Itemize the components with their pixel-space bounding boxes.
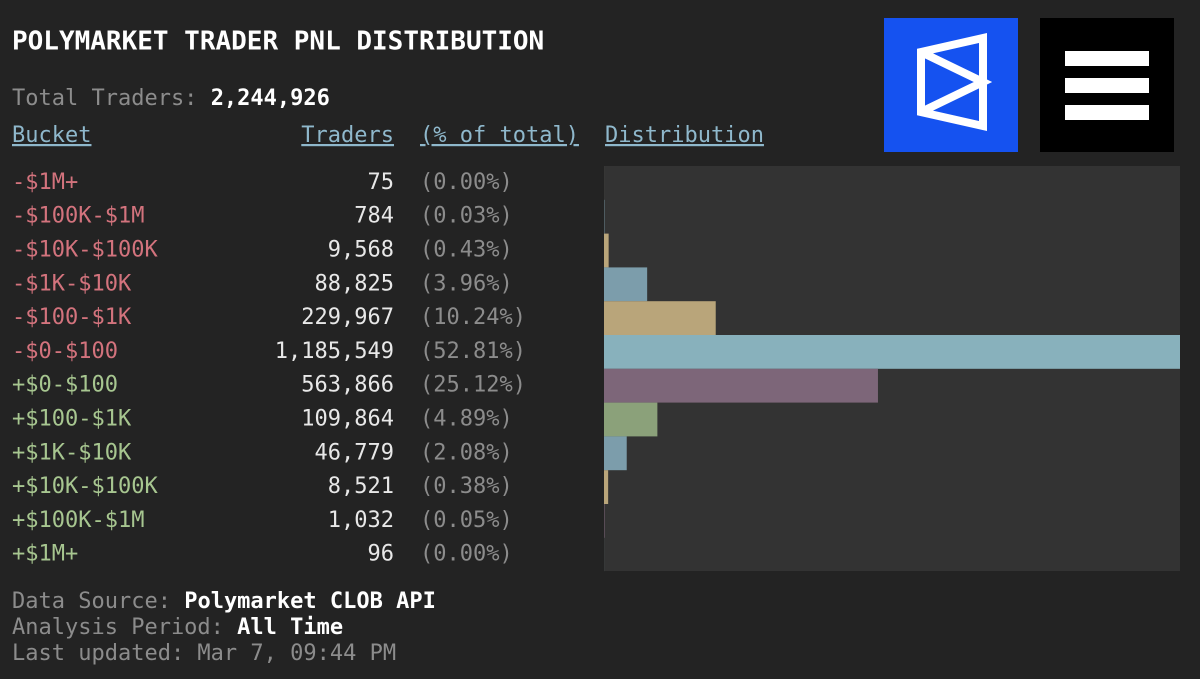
logo-black xyxy=(1040,18,1174,152)
percent-label: (0.00%) xyxy=(420,542,513,567)
percent-label: (3.96%) xyxy=(420,271,513,296)
bar xyxy=(604,436,627,471)
footer-period: Analysis Period: All Time xyxy=(12,615,343,640)
trader-count: 88,825 xyxy=(315,271,394,296)
trader-count: 563,866 xyxy=(301,373,394,398)
trader-count: 96 xyxy=(368,542,395,567)
trader-count: 109,864 xyxy=(301,407,394,432)
bucket-label: -$100K-$1M xyxy=(12,204,144,229)
percent-label: (52.81%) xyxy=(420,339,526,364)
trader-count: 1,032 xyxy=(328,508,394,533)
trader-count: 229,967 xyxy=(301,305,394,330)
bar xyxy=(604,504,605,538)
bar xyxy=(604,335,1180,369)
trader-count: 8,521 xyxy=(328,474,394,499)
bar xyxy=(604,402,658,437)
logo-bar xyxy=(1065,78,1149,93)
total-value: 2,244,926 xyxy=(211,86,330,111)
bucket-label: +$10K-$100K xyxy=(12,474,158,499)
bucket-label: -$100-$1K xyxy=(12,305,132,330)
footer-updated: Last updated: Mar 7, 09:44 PM xyxy=(12,641,396,666)
percent-label: (2.08%) xyxy=(420,440,513,465)
bucket-label: +$1M+ xyxy=(12,542,78,567)
bucket-label: +$100-$1K xyxy=(12,407,132,432)
bar xyxy=(604,470,609,504)
percent-label: (0.05%) xyxy=(420,508,513,533)
column-header: (% of total) xyxy=(420,123,579,148)
label: Data Source: xyxy=(12,589,171,614)
trader-count: 9,568 xyxy=(328,238,394,263)
total-line: Total Traders: 2,244,926 xyxy=(12,86,330,111)
footer-source: Data Source: Polymarket CLOB API xyxy=(12,589,436,614)
bar xyxy=(604,233,609,268)
percent-label: (0.00%) xyxy=(420,170,513,195)
column-header: Traders xyxy=(301,123,394,148)
percent-label: (0.38%) xyxy=(420,474,513,499)
logo-bar xyxy=(1065,105,1149,120)
value: Polymarket CLOB API xyxy=(184,589,436,614)
column-header: Distribution xyxy=(605,123,764,148)
trader-count: 1,185,549 xyxy=(275,339,394,364)
bucket-label: -$0-$100 xyxy=(12,339,118,364)
bucket-label: +$1K-$10K xyxy=(12,440,132,465)
logo-background xyxy=(884,18,1018,152)
trader-count: 75 xyxy=(368,170,395,195)
percent-label: (0.03%) xyxy=(420,204,513,229)
column-header: Bucket xyxy=(12,123,91,148)
value: All Time xyxy=(237,615,343,640)
trader-count: 46,779 xyxy=(315,440,394,465)
bucket-label: +$100K-$1M xyxy=(12,508,144,533)
logo-bar xyxy=(1065,51,1149,66)
logo-shape xyxy=(917,32,993,132)
label: Analysis Period: xyxy=(12,615,224,640)
trader-count: 784 xyxy=(354,204,394,229)
percent-label: (10.24%) xyxy=(420,305,526,330)
bucket-label: -$10K-$100K xyxy=(12,238,158,263)
percent-label: (0.43%) xyxy=(420,238,513,263)
percent-label: (25.12%) xyxy=(420,373,526,398)
title: POLYMARKET TRADER PNL DISTRIBUTION xyxy=(12,27,544,57)
bucket-label: +$0-$100 xyxy=(12,373,118,398)
total-label: Total Traders: xyxy=(12,86,197,111)
logo-blue xyxy=(884,18,1018,152)
bar xyxy=(604,267,648,302)
percent-label: (4.89%) xyxy=(420,407,513,432)
bucket-label: -$1M+ xyxy=(12,170,78,195)
bar xyxy=(604,301,716,335)
bar xyxy=(604,368,878,403)
bucket-label: -$1K-$10K xyxy=(12,271,132,296)
